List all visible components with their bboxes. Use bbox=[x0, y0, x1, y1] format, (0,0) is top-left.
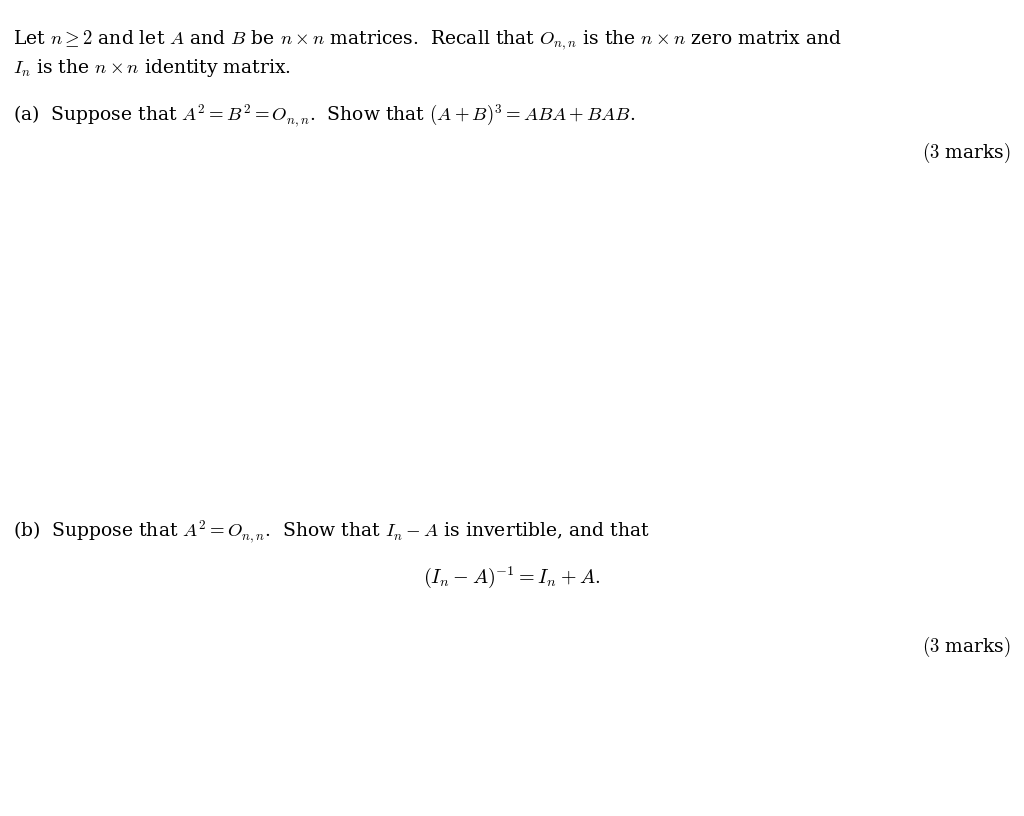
Text: $I_n$ is the $n \times n$ identity matrix.: $I_n$ is the $n \times n$ identity matri… bbox=[13, 57, 292, 79]
Text: (b)  Suppose that $A^2 = O_{n,n}$.  Show that $I_n - A$ is invertible, and that: (b) Suppose that $A^2 = O_{n,n}$. Show t… bbox=[13, 518, 650, 545]
Text: $(I_n - A)^{-1} = I_n + A.$: $(I_n - A)^{-1} = I_n + A.$ bbox=[423, 565, 601, 590]
Text: (a)  Suppose that $A^2 = B^2 = O_{n,n}$.  Show that $(A + B)^3 = ABA + BAB$.: (a) Suppose that $A^2 = B^2 = O_{n,n}$. … bbox=[13, 102, 636, 129]
Text: $(3$ marks$)$: $(3$ marks$)$ bbox=[922, 140, 1011, 165]
Text: Let $n \geq 2$ and let $A$ and $B$ be $n \times n$ matrices.  Recall that $O_{n,: Let $n \geq 2$ and let $A$ and $B$ be $n… bbox=[13, 29, 843, 52]
Text: $(3$ marks$)$: $(3$ marks$)$ bbox=[922, 635, 1011, 659]
